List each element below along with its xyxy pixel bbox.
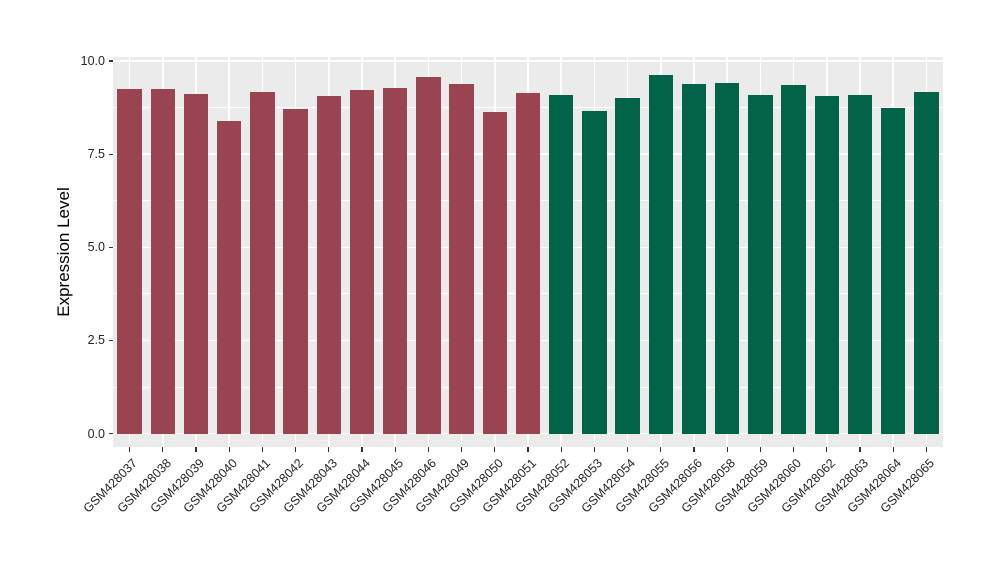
bar (648, 75, 674, 434)
x-tick-mark (793, 447, 795, 452)
x-tick-mark (593, 447, 595, 452)
y-tick-label: 5.0 (87, 240, 105, 255)
bar (814, 96, 840, 434)
x-tick-mark (361, 447, 363, 452)
x-tick-mark (261, 447, 263, 452)
bar (582, 110, 607, 434)
bar (914, 91, 939, 434)
y-tick-label: 0.0 (87, 426, 105, 441)
bar (382, 88, 408, 434)
bar (316, 96, 342, 434)
x-tick-mark (693, 447, 695, 452)
x-tick-mark (826, 447, 828, 452)
y-tick-mark (108, 153, 113, 155)
x-tick-mark (328, 447, 330, 452)
x-tick-mark (726, 447, 728, 452)
x-tick-mark (759, 447, 761, 452)
bar (548, 94, 574, 434)
x-tick-mark (494, 447, 496, 452)
bar (781, 84, 806, 434)
x-tick-mark (527, 447, 529, 452)
bar (847, 95, 873, 434)
x-tick-mark (427, 447, 429, 452)
x-tick-mark (228, 447, 230, 452)
plot-panel (113, 57, 943, 447)
bar (250, 92, 275, 434)
y-tick-label: 10.0 (80, 54, 105, 68)
bar (216, 120, 242, 434)
x-tick-mark (162, 447, 164, 452)
x-tick-mark (660, 447, 662, 452)
bar (283, 108, 308, 434)
y-tick-mark (108, 246, 113, 248)
bar (117, 88, 142, 434)
x-tick-mark (195, 447, 197, 452)
x-tick-mark (627, 447, 629, 452)
bar (449, 83, 474, 434)
bar (615, 97, 640, 434)
x-tick-mark (461, 447, 463, 452)
x-tick-mark (394, 447, 396, 452)
bar (515, 93, 541, 434)
y-tick-label: 7.5 (87, 147, 105, 162)
bar (482, 112, 508, 434)
x-tick-mark (859, 447, 861, 452)
x-tick-mark (925, 447, 927, 452)
y-tick-mark (108, 60, 113, 62)
bar (748, 94, 773, 434)
bar (183, 93, 209, 434)
bar (349, 89, 375, 434)
x-tick-mark (560, 447, 562, 452)
bar (416, 77, 441, 434)
y-tick-label: 2.5 (87, 333, 105, 348)
bar (714, 82, 740, 434)
bar (681, 84, 707, 434)
x-tick-mark (295, 447, 297, 452)
bar (880, 108, 906, 434)
x-tick-mark (892, 447, 894, 452)
y-tick-mark (108, 432, 113, 435)
bar (150, 88, 176, 434)
x-tick-mark (129, 447, 131, 452)
y-tick-mark (108, 339, 113, 341)
